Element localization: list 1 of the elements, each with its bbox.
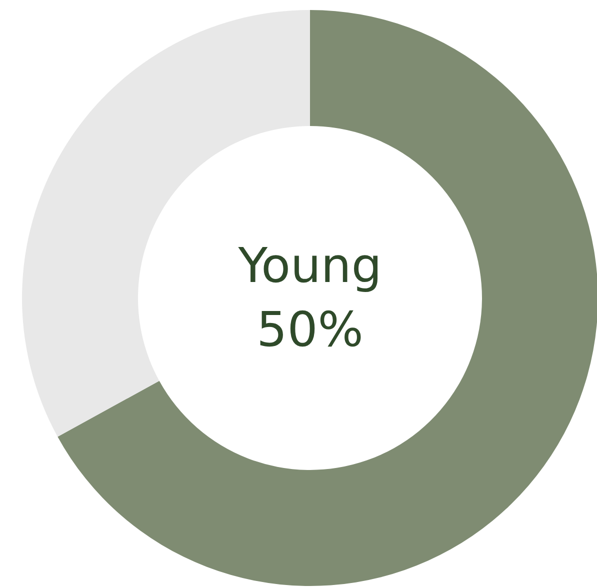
text: Young 50% bbox=[237, 238, 382, 358]
